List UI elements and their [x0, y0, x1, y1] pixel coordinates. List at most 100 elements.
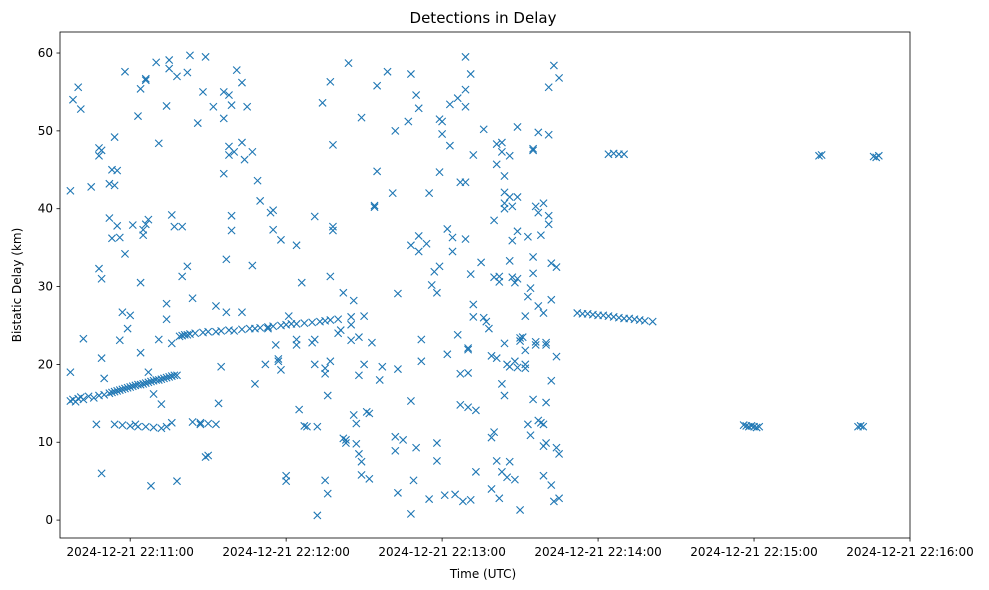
data-point [552, 263, 561, 272]
data-point [128, 221, 137, 230]
data-point [227, 101, 236, 110]
data-point [440, 491, 449, 500]
data-point [141, 422, 150, 431]
data-point [126, 382, 135, 391]
data-point [230, 147, 239, 156]
data-point [100, 390, 109, 399]
data-point [487, 484, 496, 493]
data-point [222, 308, 231, 317]
data-point [250, 379, 259, 388]
data-point [399, 435, 408, 444]
data-point [445, 100, 454, 109]
data-point [95, 151, 103, 160]
data-point [201, 453, 210, 462]
data-point [193, 119, 202, 128]
data-point [172, 371, 181, 380]
data-point [456, 400, 465, 409]
data-point [300, 319, 309, 328]
data-point [391, 446, 400, 455]
data-point [271, 340, 280, 349]
data-point [284, 312, 293, 321]
data-point [113, 166, 122, 175]
data-point [466, 70, 475, 79]
data-point [97, 354, 106, 363]
data-point [438, 117, 447, 126]
data-point [126, 311, 135, 320]
data-point [469, 151, 478, 159]
data-point [328, 222, 337, 231]
data-point [107, 234, 116, 243]
data-point [201, 52, 210, 61]
data-point [422, 239, 431, 248]
data-point [427, 281, 436, 289]
y-tick-label: 40 [38, 202, 53, 216]
data-point [531, 340, 540, 349]
data-point [388, 189, 397, 198]
data-point [453, 330, 462, 339]
data-point [393, 488, 402, 497]
data-point [492, 140, 501, 149]
data-point [547, 481, 556, 490]
data-point [542, 398, 551, 407]
data-point [165, 56, 174, 65]
data-point [263, 324, 272, 333]
data-point [105, 214, 114, 223]
data-point [547, 376, 556, 385]
data-point [115, 386, 124, 395]
data-point [211, 302, 220, 311]
data-point [534, 208, 543, 217]
data-point [144, 378, 153, 387]
x-tick-label: 2024-12-21 22:12:00 [222, 545, 349, 559]
data-point [503, 473, 512, 482]
data-point [144, 215, 153, 224]
data-point [204, 327, 213, 336]
data-point [341, 439, 350, 448]
data-point [425, 189, 434, 198]
data-point [248, 261, 257, 270]
data-point [110, 181, 119, 190]
data-point [513, 274, 522, 283]
data-point [167, 418, 176, 427]
data-point [365, 409, 374, 418]
data-point [414, 231, 423, 240]
data-point [521, 360, 530, 369]
data-point [209, 102, 218, 111]
data-point [136, 380, 145, 389]
data-point [219, 114, 228, 123]
data-point [542, 340, 551, 349]
data-point [526, 284, 535, 293]
data-point [146, 377, 155, 386]
data-point [354, 371, 363, 380]
data-point [204, 451, 213, 460]
data-point [100, 374, 109, 383]
data-point [144, 368, 153, 377]
data-point [539, 471, 548, 480]
data-point [526, 431, 535, 440]
data-point [113, 386, 122, 395]
data-point [196, 418, 205, 427]
data-point [513, 193, 522, 202]
data-point [391, 432, 400, 441]
data-point [373, 167, 382, 176]
data-point [69, 95, 77, 104]
data-point [269, 225, 278, 234]
data-point [300, 421, 309, 430]
data-point [217, 326, 226, 335]
data-point [214, 399, 223, 408]
data-point [500, 391, 509, 400]
data-point [495, 277, 504, 286]
data-point [414, 104, 423, 113]
y-tick-label: 60 [38, 46, 53, 60]
data-point [157, 375, 166, 384]
data-point [508, 202, 517, 211]
data-point [521, 312, 530, 321]
data-point [856, 421, 865, 430]
data-point [167, 210, 176, 219]
data-point [490, 428, 499, 437]
data-point [321, 476, 330, 485]
data-point [84, 392, 93, 401]
data-point [552, 443, 561, 452]
data-point [97, 469, 106, 478]
data-point [523, 292, 532, 301]
